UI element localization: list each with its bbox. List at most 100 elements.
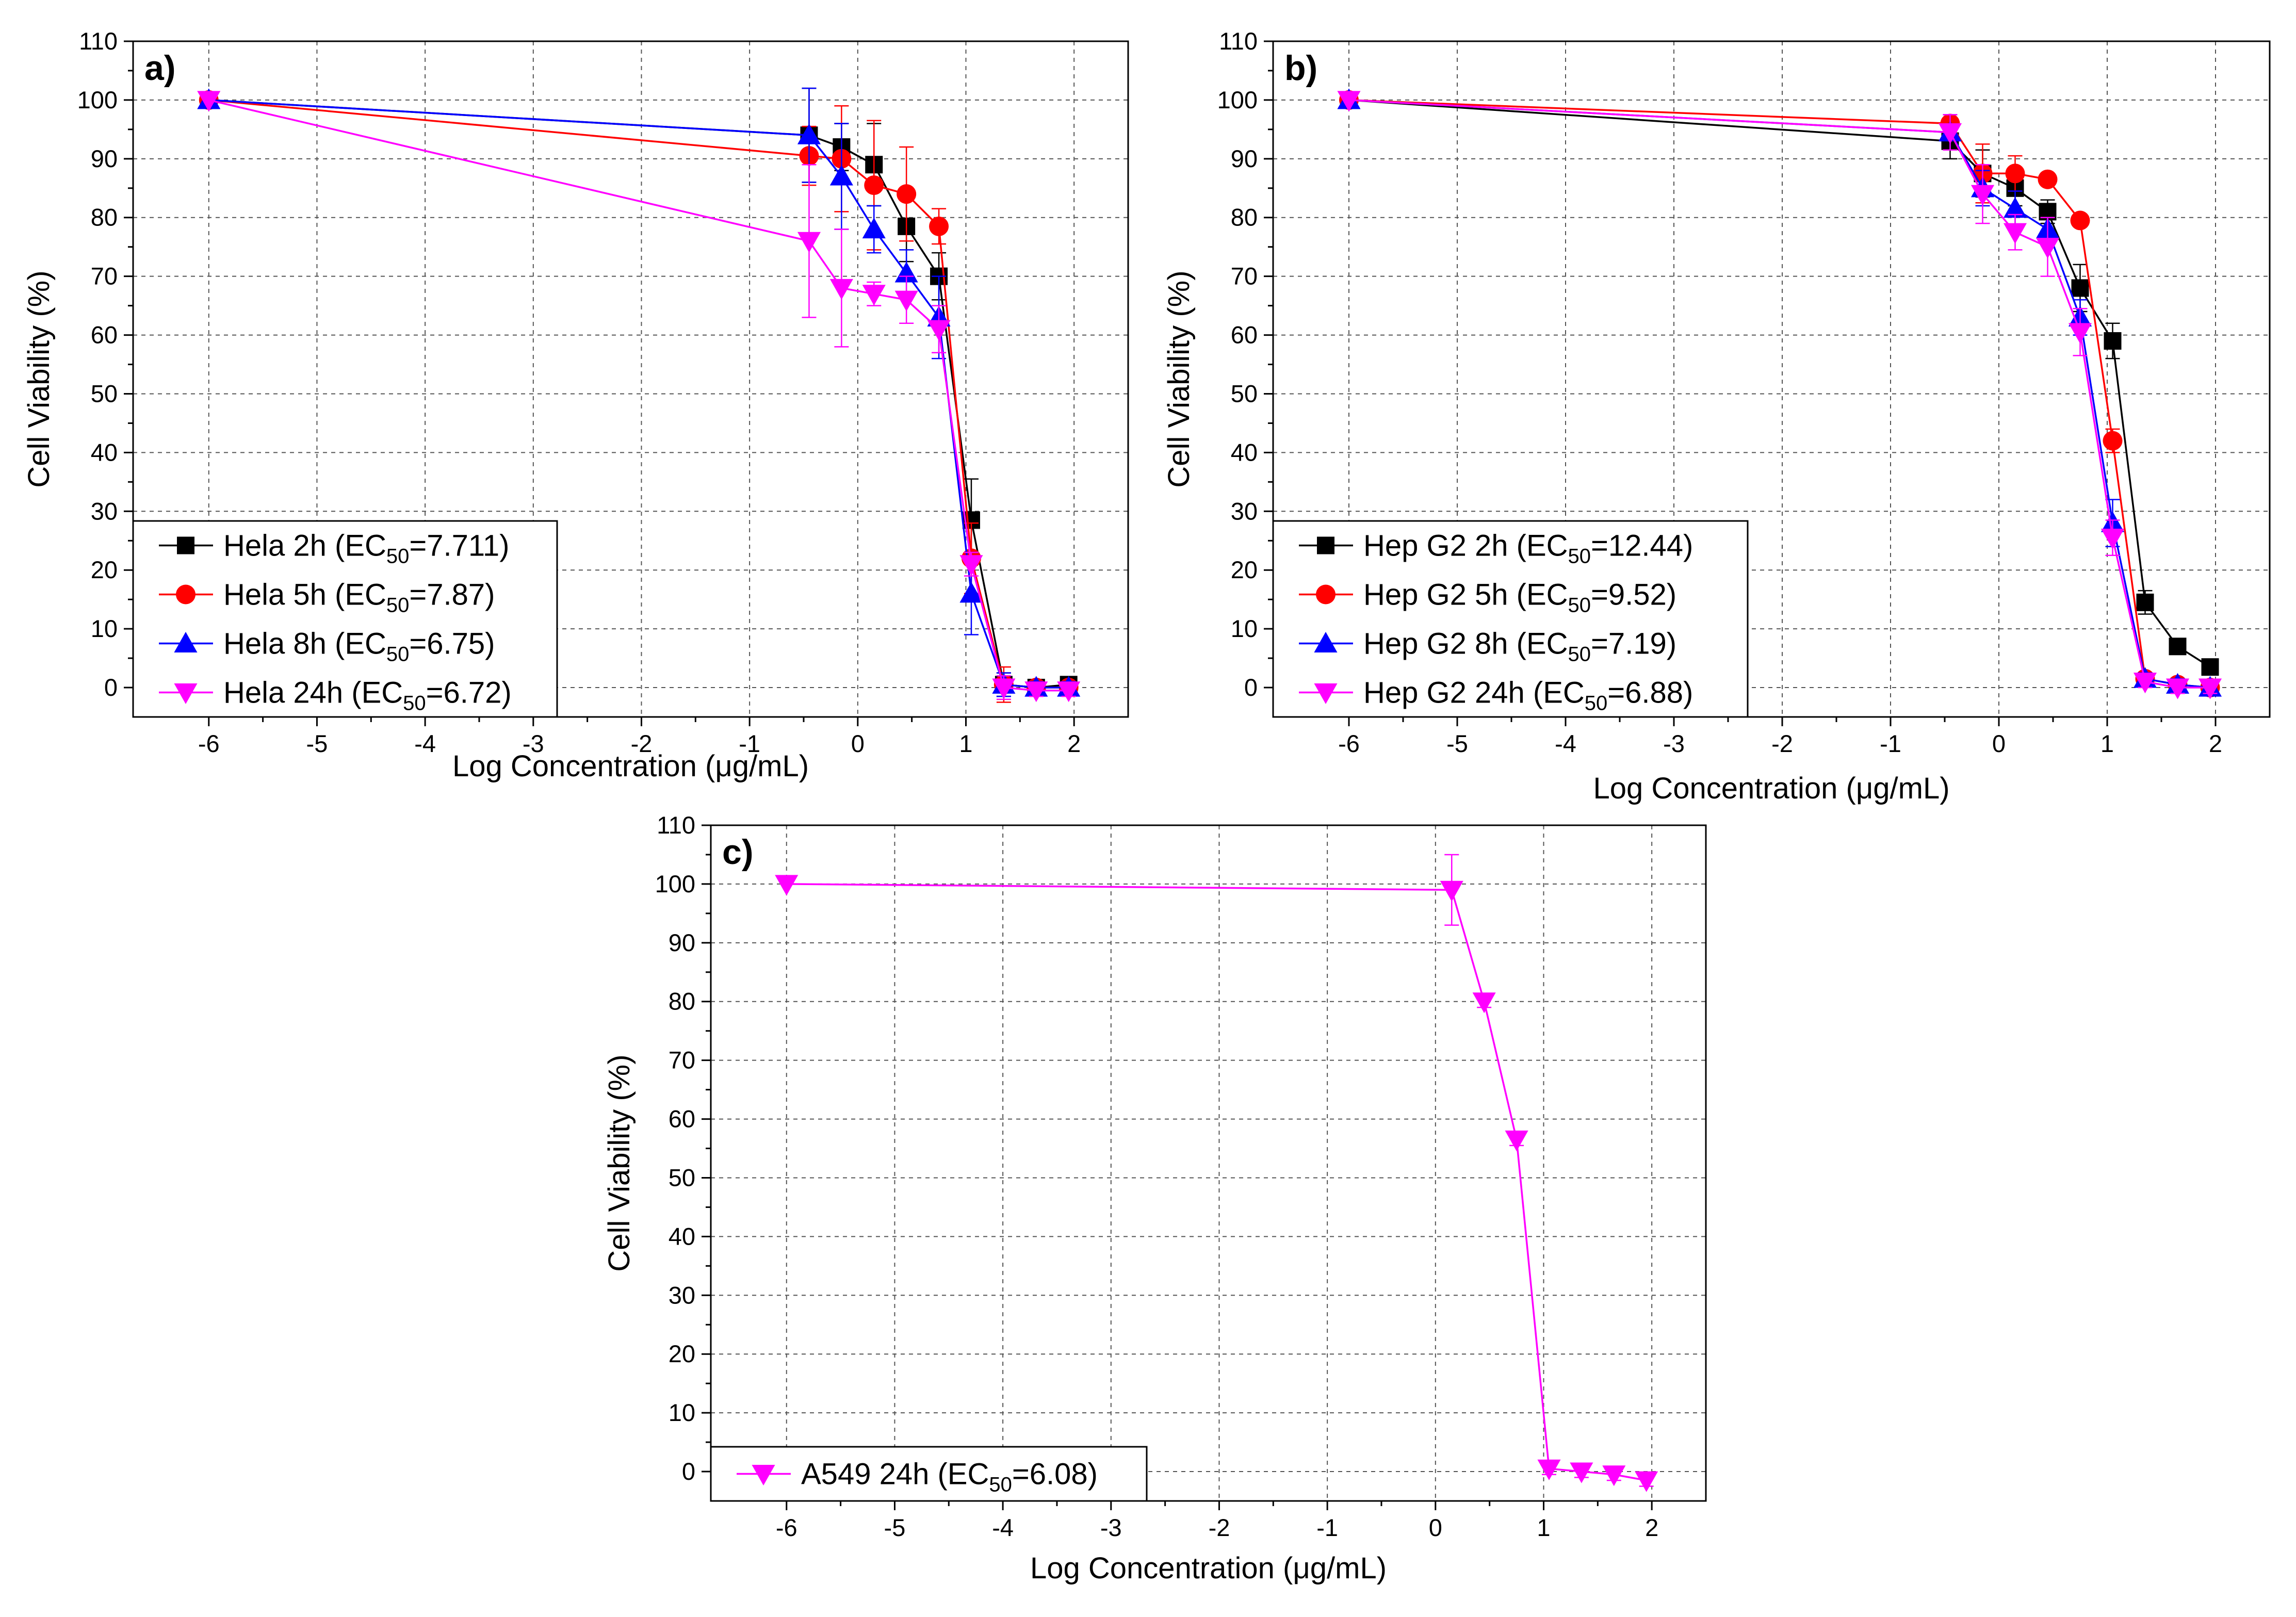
y-tick-label: 40 bbox=[669, 1222, 695, 1250]
y-tick-label: 20 bbox=[91, 556, 118, 583]
x-tick-label: -6 bbox=[776, 1514, 797, 1541]
data-point bbox=[775, 875, 799, 896]
legend-marker bbox=[1314, 631, 1338, 653]
legend-label: Hela 5h (EC50=7.87) bbox=[223, 578, 495, 617]
y-tick-label: 0 bbox=[682, 1458, 695, 1485]
x-tick-label: -4 bbox=[1555, 730, 1576, 757]
legend-box bbox=[1272, 520, 1749, 718]
y-tick-label: 110 bbox=[79, 27, 118, 55]
data-point bbox=[897, 184, 917, 204]
data-point bbox=[959, 582, 983, 603]
x-tick-label: 0 bbox=[1992, 730, 2006, 757]
legend-marker bbox=[177, 536, 194, 554]
data-point bbox=[2003, 223, 2027, 244]
legend: Hep G2 2h (EC50=12.44) Hep G2 5h (EC50=9.… bbox=[1272, 520, 1749, 718]
data-point bbox=[829, 279, 853, 300]
y-tick-label: 20 bbox=[669, 1340, 695, 1367]
data-point bbox=[1537, 1459, 1561, 1480]
legend-box bbox=[132, 520, 558, 718]
data-point bbox=[1971, 185, 1995, 206]
x-tick-label: 1 bbox=[2100, 730, 2114, 757]
legend-label: Hep G2 2h (EC50=12.44) bbox=[1363, 529, 1693, 568]
data-point bbox=[862, 285, 886, 306]
x-tick-label: 0 bbox=[1429, 1514, 1442, 1541]
y-tick-label: 10 bbox=[1231, 615, 1258, 642]
series-a549-24h bbox=[775, 854, 1658, 1492]
y-tick-label: 30 bbox=[1231, 497, 1258, 525]
y-tick-label: 90 bbox=[1231, 145, 1258, 172]
data-point bbox=[2198, 678, 2222, 699]
data-point bbox=[2100, 529, 2125, 550]
y-tick-label: 40 bbox=[1231, 438, 1258, 466]
legend-label: Hela 8h (EC50=6.75) bbox=[223, 627, 495, 666]
x-tick-label: -4 bbox=[414, 730, 436, 757]
series-line bbox=[1348, 99, 2210, 689]
x-tick-label: 0 bbox=[851, 730, 865, 757]
y-tick-label: 100 bbox=[1217, 86, 1258, 113]
y-tick-label: 50 bbox=[91, 380, 118, 407]
x-tick-label: -6 bbox=[198, 730, 220, 757]
series-line bbox=[208, 99, 1069, 692]
data-point bbox=[2005, 164, 2025, 184]
y-tick-label: 0 bbox=[104, 674, 118, 701]
legend: Hela 2h (EC50=7.711) Hela 5h (EC50=7.87) H… bbox=[132, 520, 558, 718]
legend-marker bbox=[174, 631, 198, 653]
legend-label: Hela 2h (EC50=7.711) bbox=[223, 529, 509, 568]
series-line bbox=[208, 99, 1069, 689]
y-tick-label: 80 bbox=[669, 988, 695, 1015]
x-axis-title: Log Concentration (μg/mL) bbox=[452, 749, 809, 783]
y-tick-label: 10 bbox=[669, 1399, 695, 1426]
legend-marker bbox=[1317, 536, 1334, 554]
legend-label: Hep G2 24h (EC50=6.88) bbox=[1363, 676, 1693, 715]
y-tick-label: 30 bbox=[669, 1281, 695, 1309]
data-point bbox=[992, 678, 1016, 699]
y-tick-label: 110 bbox=[657, 811, 695, 839]
legend-marker bbox=[752, 1464, 775, 1486]
series-hela-24h bbox=[197, 91, 1081, 703]
x-tick-label: -3 bbox=[523, 730, 544, 757]
x-tick-label: -6 bbox=[1338, 730, 1360, 757]
data-point bbox=[197, 91, 221, 112]
data-point bbox=[2104, 332, 2122, 350]
x-tick-label: -1 bbox=[739, 730, 760, 757]
data-point bbox=[1938, 123, 1962, 144]
legend-label: Hep G2 5h (EC50=9.52) bbox=[1363, 578, 1676, 617]
chart-panel-b: -6 -5 -4 -3 -2 -1 0 1 20102030405060708090100110… bbox=[1162, 27, 2271, 805]
panel-label: c) bbox=[722, 832, 753, 872]
x-tick-label: 1 bbox=[959, 730, 972, 757]
x-tick-label: -2 bbox=[631, 730, 653, 757]
series-line bbox=[1348, 99, 2210, 689]
data-point bbox=[1472, 992, 1496, 1014]
data-point bbox=[894, 290, 918, 312]
y-tick-label: 30 bbox=[91, 497, 118, 525]
x-axis-title: Log Concentration (μg/mL) bbox=[1593, 772, 1949, 805]
legend-marker bbox=[174, 683, 198, 705]
data-point bbox=[2070, 210, 2090, 231]
legend: A549 24h (EC50=6.08) bbox=[710, 1446, 1148, 1502]
data-point bbox=[2103, 431, 2123, 451]
data-point bbox=[2169, 638, 2187, 656]
data-point bbox=[2165, 678, 2190, 699]
series-line bbox=[786, 883, 1647, 1481]
x-tick-label: -5 bbox=[884, 1514, 906, 1541]
data-point bbox=[894, 262, 918, 283]
y-tick-label: 50 bbox=[1231, 380, 1258, 407]
data-point bbox=[2003, 197, 2027, 218]
x-tick-label: -2 bbox=[1771, 730, 1793, 757]
x-tick-label: -3 bbox=[1100, 1514, 1122, 1541]
y-tick-label: 60 bbox=[91, 321, 118, 349]
data-point bbox=[829, 165, 853, 186]
x-tick-label: 1 bbox=[1537, 1514, 1550, 1541]
y-tick-label: 70 bbox=[91, 263, 118, 290]
y-tick-label: 80 bbox=[91, 204, 118, 231]
panel-label: a) bbox=[144, 48, 175, 88]
data-point bbox=[1505, 1130, 1528, 1151]
data-point bbox=[1570, 1462, 1593, 1483]
x-tick-label: 2 bbox=[2209, 730, 2222, 757]
y-axis-title: Cell Viability (%) bbox=[603, 1054, 636, 1271]
data-point bbox=[2133, 673, 2157, 694]
y-tick-label: 80 bbox=[1231, 204, 1258, 231]
y-tick-label: 20 bbox=[1231, 556, 1258, 583]
y-tick-label: 90 bbox=[91, 145, 118, 172]
data-point bbox=[2068, 323, 2092, 344]
